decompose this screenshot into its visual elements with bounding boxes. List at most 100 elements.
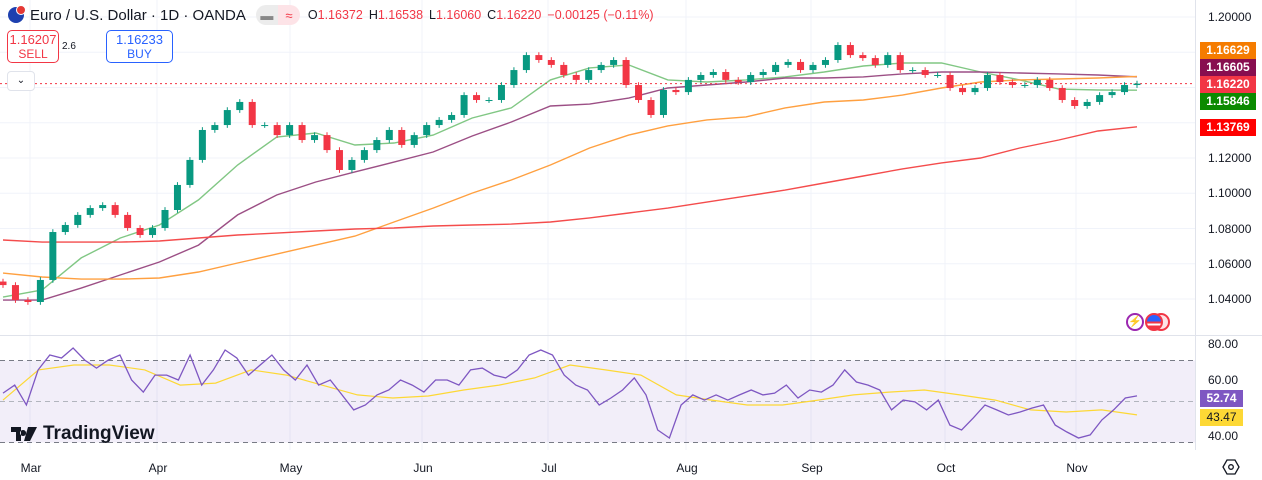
candle-body [111,205,119,215]
candle-body [585,70,593,80]
candle-body [236,101,244,111]
candle-body [772,64,780,72]
candle-body [323,135,331,151]
rsi-ma-value-tag: 43.47 [1200,409,1243,426]
candle-body [884,55,892,65]
candle-body [560,64,568,75]
chart-style-pill[interactable]: ▬ ≈ [255,5,300,25]
candle-body [983,74,991,89]
candle-body [398,129,406,145]
candle-body [261,125,269,127]
candle-body [1071,100,1079,107]
buy-label: BUY [127,47,152,61]
candle-body [647,100,655,115]
x-tick-mar: Mar [20,461,42,475]
candle-body [360,150,368,160]
candle-body [684,79,692,93]
us-flag-event-icon[interactable] [1145,313,1163,331]
candle-body [1108,92,1116,96]
x-tick-jun: Jun [413,461,433,475]
last-price-tag: 1.16220 [1200,76,1256,93]
candle-body [49,232,57,280]
candle-body [423,125,431,136]
candle-body [1033,79,1041,86]
candle-body [335,150,343,170]
candle-body [946,74,954,89]
approx-icon[interactable]: ≈ [277,5,300,25]
candle-body [485,100,493,102]
candle-body [996,74,1004,83]
candle-body [734,79,742,83]
candle-body [797,61,805,71]
candle-body [497,85,505,101]
candle-body [36,279,44,302]
ma50-price-tag: 1.16605 [1200,59,1256,76]
tradingview-logo[interactable]: TradingView [11,423,155,445]
rsi-value-tag: 52.74 [1200,390,1243,407]
candle-body [186,159,194,185]
candle-body [697,74,705,80]
symbol-title[interactable]: Euro / U.S. Dollar · 1D · OANDA [30,6,246,24]
ma20-price-tag: 1.15846 [1200,93,1256,110]
collapse-chevron-icon[interactable]: ⌄ [7,71,35,91]
candle-body [547,60,555,65]
candle-body [846,45,854,56]
buy-button[interactable]: 1.16233 BUY [106,30,173,63]
candle-body [971,88,979,93]
candle-body [572,74,580,80]
candle-body [1121,85,1129,93]
candle-body [672,89,680,93]
candle-body [223,110,231,126]
x-tick-may: May [279,461,303,475]
settings-gear-icon[interactable] [1222,458,1240,476]
candle-body [510,70,518,86]
candle-body [74,214,82,225]
candle-body [722,71,730,80]
minus-icon[interactable]: ▬ [255,5,278,25]
sell-label: SELL [18,47,48,61]
change-value: −0.00125 (−0.11%) [547,8,654,22]
rsi-tick: 60.00 [1208,373,1239,387]
candle-body [747,74,755,83]
candle-body [373,140,381,151]
lightning-event-icon[interactable]: ⚡ [1126,313,1144,331]
x-tick-sep: Sep [801,461,823,475]
candle-body [709,71,717,75]
candle-body [1021,85,1029,87]
candle-body [311,135,319,141]
candle-body [934,74,942,76]
candle-body [435,119,443,126]
price-tick: 1.12000 [1208,151,1252,165]
candle-body [1008,82,1016,86]
candle-body [610,60,618,65]
ohlc-values: O1.16372 H1.16538 L1.16060 C1.16220 −0.0… [307,8,654,22]
close-value: 1.16220 [496,8,542,22]
candle-body [198,129,206,160]
sell-button[interactable]: 1.16207 SELL [7,30,59,63]
price-tick: 1.06000 [1208,257,1252,271]
candle-body [460,95,468,115]
candle-body [61,224,69,233]
candle-body [161,209,169,228]
candle-body [896,55,904,71]
x-tick-oct: Oct [936,461,956,475]
high-value: 1.16538 [377,8,424,22]
candle-body [834,45,842,61]
price-tick: 1.20000 [1208,10,1252,24]
candle-body [298,125,306,141]
candle-body [597,64,605,71]
rsi-tick: 40.00 [1208,429,1239,443]
candle-body [286,125,294,136]
candle-body [473,95,481,101]
tradingview-logo-icon [11,427,37,441]
x-tick-nov: Nov [1066,461,1088,475]
candle-body [821,60,829,65]
candle-body [659,89,667,115]
candle-body [759,71,767,75]
candle-body [1096,95,1104,102]
candle-body [410,135,418,145]
candle-body [1083,101,1091,107]
candle-body [24,300,32,302]
candle-body [959,88,967,93]
